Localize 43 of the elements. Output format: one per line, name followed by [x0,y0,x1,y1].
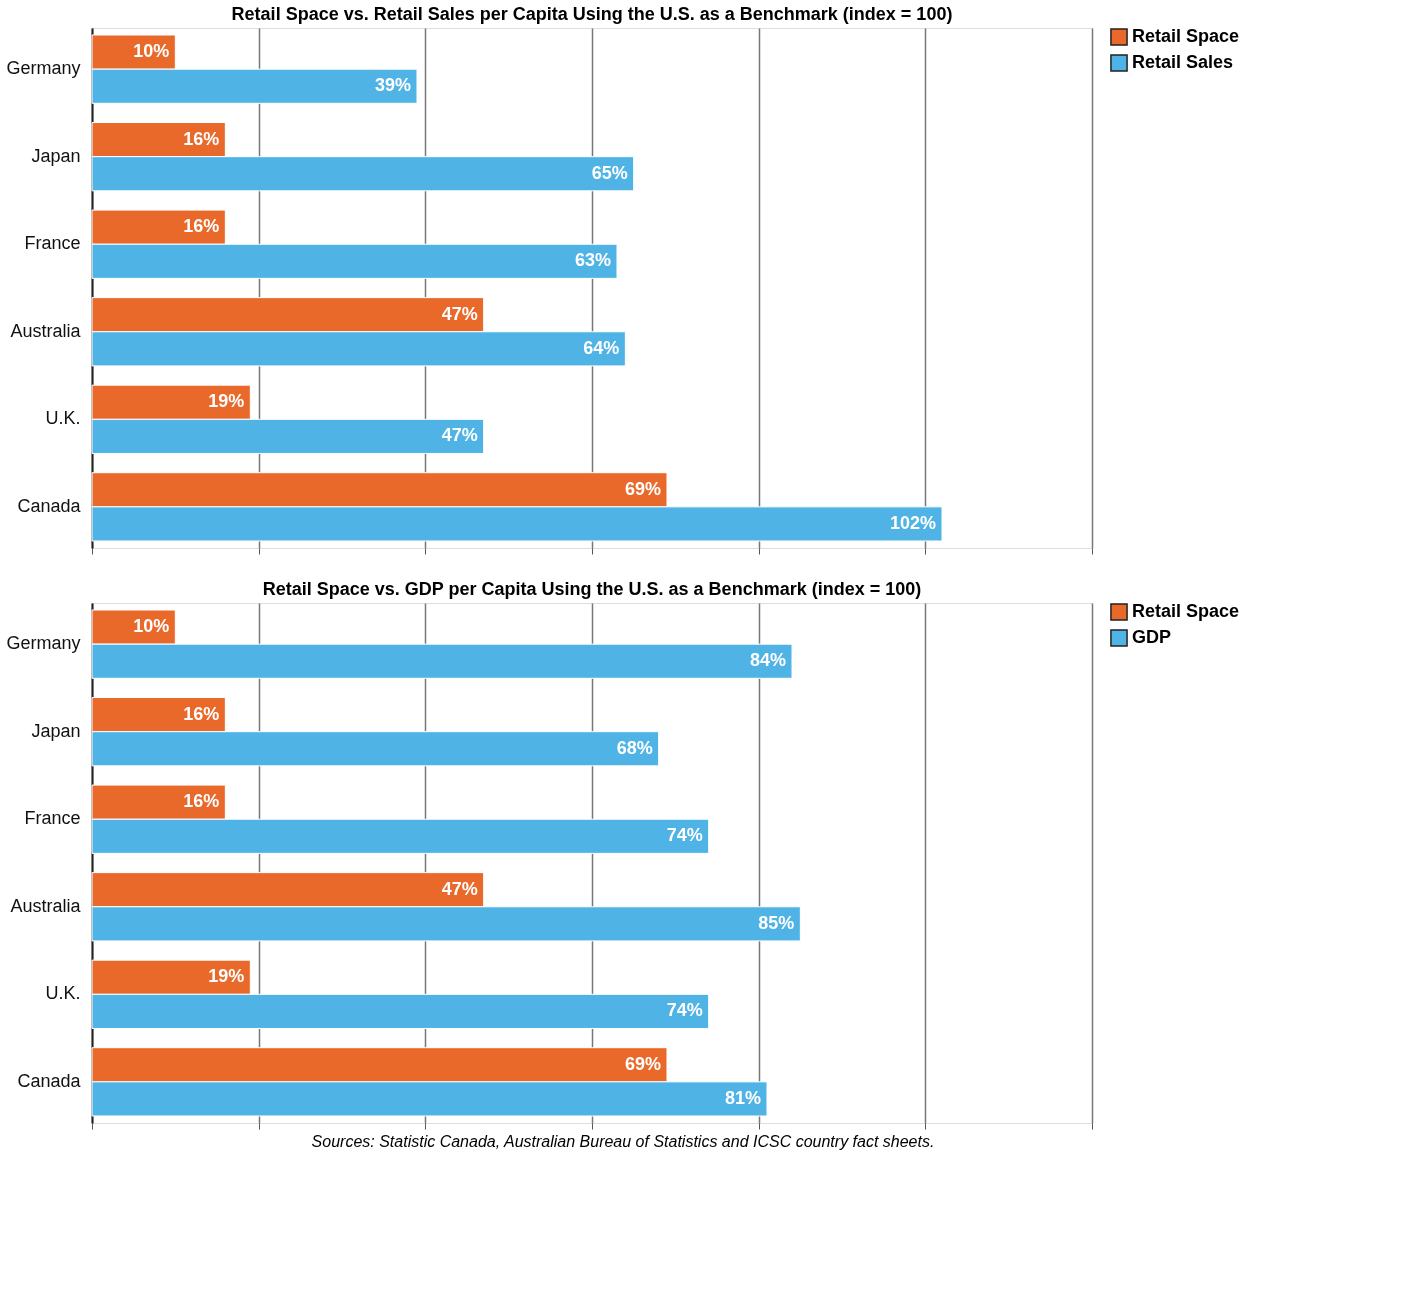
data-label: 19% [208,391,245,412]
chart-title: Retail Space vs. Retail Sales per Capita Using the U.S. as a Benchmark (index = 100) [231,4,953,24]
data-label: 39% [374,75,411,96]
data-label: 10% [133,616,170,637]
data-label: 74% [666,1000,703,1021]
legend-label: GDP [1132,627,1172,647]
data-label: 85% [758,912,795,933]
y-tick-label: Germany [6,58,81,79]
data-label: 16% [183,216,220,237]
data-label: 47% [441,303,478,324]
data-label: 47% [441,425,478,446]
y-tick-label: U.K. [45,408,81,429]
data-label: 74% [666,825,703,846]
y-tick-label: U.K. [45,983,81,1004]
data-label: 16% [183,791,220,812]
data-label: 81% [724,1087,761,1108]
y-tick-label: Germany [6,633,81,654]
y-tick-label: Japan [31,720,81,741]
data-label: 64% [583,337,620,358]
data-label: 47% [441,878,478,899]
y-tick-label: Canada [17,1070,82,1091]
data-label: 68% [616,737,653,758]
legend-label: Retail Space [1132,601,1240,621]
y-tick-label: Australia [10,895,82,916]
y-tick-label: France [24,233,81,254]
data-label: 16% [183,128,220,149]
legend-label: Retail Space [1132,26,1240,46]
chart-title: Retail Space vs. GDP per Capita Using the U.S. as a Benchmark (index = 100) [262,579,922,599]
legend-label: Retail Sales [1132,52,1234,72]
data-label: 16% [183,703,220,724]
y-tick-label: Japan [31,145,81,166]
data-label: 63% [574,250,611,271]
data-label: 69% [624,1053,661,1074]
y-tick-label: Australia [10,320,82,341]
data-label: 65% [591,162,628,183]
data-label: 84% [749,650,786,671]
y-tick-label: France [24,808,81,829]
y-tick-label: Canada [17,495,82,516]
source-note: Sources: Statistic Canada, Australian Bureau of Statistics and ICSC country fact sheets. [311,1133,935,1150]
data-label: 10% [133,41,170,62]
data-label: 19% [208,966,245,987]
data-label: 69% [624,478,661,499]
data-label: 102% [889,512,936,533]
